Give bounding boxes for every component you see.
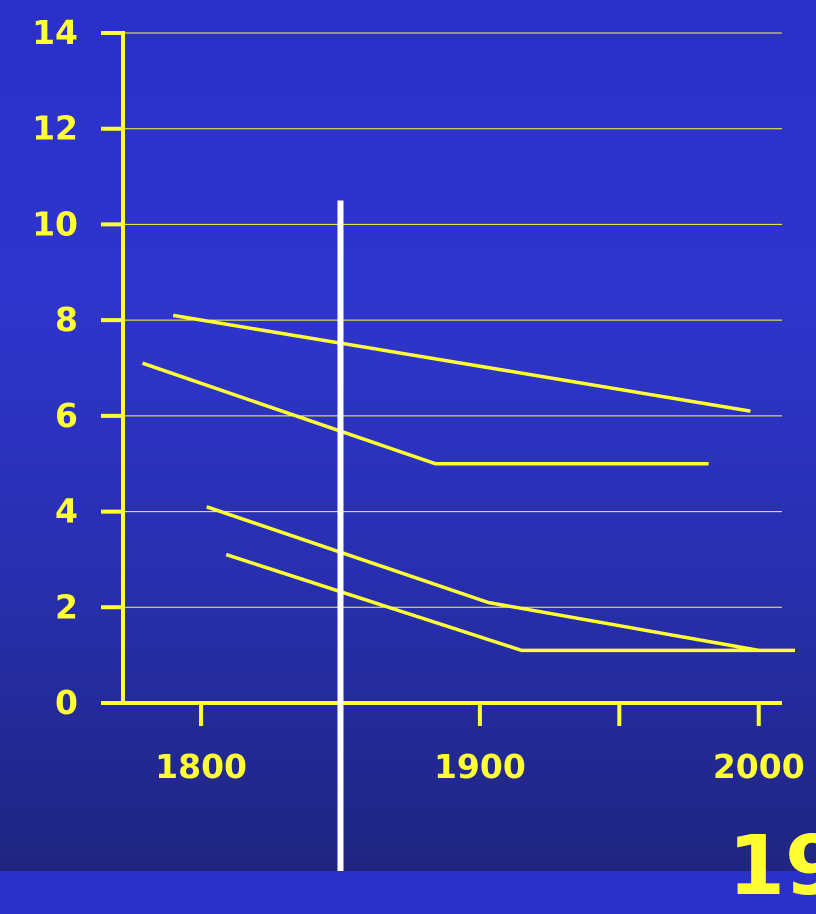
gridlines bbox=[123, 32, 782, 608]
axes bbox=[121, 31, 782, 705]
series-line-4 bbox=[225, 552, 795, 653]
y-tick-label-8: 8 bbox=[55, 300, 78, 339]
series-line-3 bbox=[206, 505, 760, 653]
y-tick-label-12: 12 bbox=[32, 109, 78, 148]
x-tick-label-2000: 2000 bbox=[713, 747, 805, 786]
corner-number-text: 19 bbox=[728, 819, 816, 914]
line-chart: 0 2 4 6 8 10 12 14 1800 1900 2000 bbox=[32, 13, 805, 786]
y-tick-label-6: 6 bbox=[55, 396, 78, 435]
tick-labels: 0 2 4 6 8 10 12 14 1800 1900 2000 bbox=[32, 13, 805, 786]
y-tick-label-4: 4 bbox=[55, 492, 78, 531]
ticks bbox=[101, 31, 761, 726]
series-line-2 bbox=[141, 361, 709, 466]
series-group bbox=[141, 313, 795, 653]
series-line-1 bbox=[172, 313, 751, 413]
x-tick-label-1900: 1900 bbox=[434, 747, 526, 786]
y-tick-label-10: 10 bbox=[32, 204, 78, 243]
y-tick-label-14: 14 bbox=[32, 13, 78, 52]
y-tick-label-2: 2 bbox=[55, 587, 78, 626]
x-tick-label-1800: 1800 bbox=[155, 747, 247, 786]
slide: 0 2 4 6 8 10 12 14 1800 1900 2000 19 bbox=[32, 13, 816, 908]
y-tick-label-0: 0 bbox=[55, 683, 78, 722]
